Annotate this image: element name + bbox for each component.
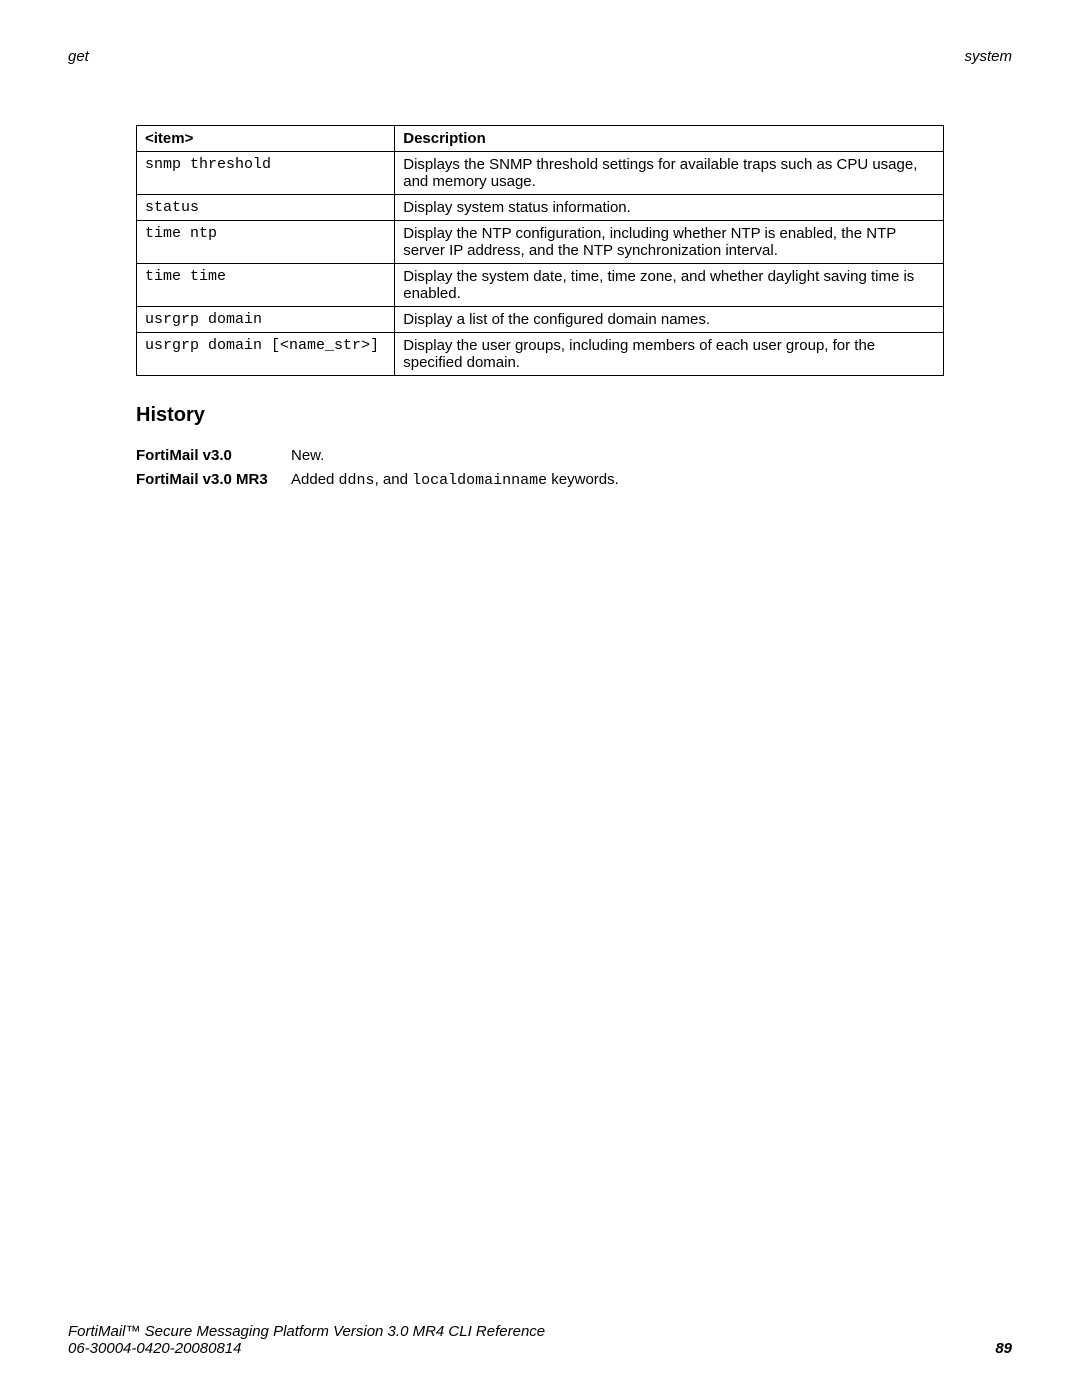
history-code: ddns xyxy=(339,472,375,489)
desc-cell: Display the system date, time, time zone… xyxy=(395,264,944,307)
history-text: Added xyxy=(291,471,339,488)
history-label: FortiMail v3.0 xyxy=(136,447,291,465)
history-desc: New. xyxy=(291,447,324,465)
table-row: usrgrp domain Display a list of the conf… xyxy=(137,307,944,333)
content-area: <item> Description snmp threshold Displa… xyxy=(68,125,1012,489)
footer-line2: 06-30004-0420-20080814 xyxy=(68,1340,545,1357)
page-header: get system xyxy=(68,48,1012,65)
history-row: FortiMail v3.0 MR3 Added ddns, and local… xyxy=(136,471,944,489)
history-text: New. xyxy=(291,447,324,464)
item-cell: time time xyxy=(137,264,395,307)
table-row: time ntp Display the NTP configuration, … xyxy=(137,221,944,264)
history-row: FortiMail v3.0 New. xyxy=(136,447,944,465)
table-header-row: <item> Description xyxy=(137,126,944,152)
header-right: system xyxy=(964,48,1012,65)
item-cell: snmp threshold xyxy=(137,152,395,195)
table-row: usrgrp domain [<name_str>] Display the u… xyxy=(137,333,944,376)
footer-line1: FortiMail™ Secure Messaging Platform Ver… xyxy=(68,1323,545,1340)
history-code: localdomainname xyxy=(412,472,547,489)
table-row: snmp threshold Displays the SNMP thresho… xyxy=(137,152,944,195)
item-cell: usrgrp domain [<name_str>] xyxy=(137,333,395,376)
history-desc: Added ddns, and localdomainname keywords… xyxy=(291,471,619,489)
history-heading: History xyxy=(136,404,944,427)
page-footer: FortiMail™ Secure Messaging Platform Ver… xyxy=(68,1323,1012,1357)
desc-cell: Display the NTP configuration, including… xyxy=(395,221,944,264)
table-row: status Display system status information… xyxy=(137,195,944,221)
desc-cell: Display a list of the configured domain … xyxy=(395,307,944,333)
desc-cell: Displays the SNMP threshold settings for… xyxy=(395,152,944,195)
item-cell: time ntp xyxy=(137,221,395,264)
reference-table: <item> Description snmp threshold Displa… xyxy=(136,125,944,376)
item-cell: status xyxy=(137,195,395,221)
item-cell: usrgrp domain xyxy=(137,307,395,333)
footer-left: FortiMail™ Secure Messaging Platform Ver… xyxy=(68,1323,545,1357)
desc-cell: Display the user groups, including membe… xyxy=(395,333,944,376)
table-row: time time Display the system date, time,… xyxy=(137,264,944,307)
history-text: , and xyxy=(375,471,413,488)
col-header-desc: Description xyxy=(395,126,944,152)
footer-page-number: 89 xyxy=(995,1340,1012,1357)
history-label: FortiMail v3.0 MR3 xyxy=(136,471,291,489)
desc-cell: Display system status information. xyxy=(395,195,944,221)
history-text: keywords. xyxy=(547,471,619,488)
header-left: get xyxy=(68,48,89,65)
col-header-item: <item> xyxy=(137,126,395,152)
